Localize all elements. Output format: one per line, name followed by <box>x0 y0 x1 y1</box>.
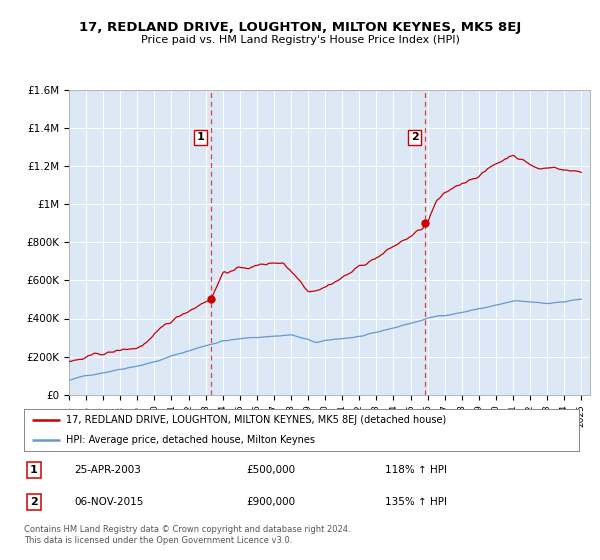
Text: 1: 1 <box>30 465 38 475</box>
Text: Price paid vs. HM Land Registry's House Price Index (HPI): Price paid vs. HM Land Registry's House … <box>140 35 460 45</box>
Text: HPI: Average price, detached house, Milton Keynes: HPI: Average price, detached house, Milt… <box>65 435 314 445</box>
Text: £900,000: £900,000 <box>246 497 295 507</box>
Text: Contains HM Land Registry data © Crown copyright and database right 2024.
This d: Contains HM Land Registry data © Crown c… <box>24 525 350 545</box>
Text: £500,000: £500,000 <box>246 465 295 475</box>
Text: 118% ↑ HPI: 118% ↑ HPI <box>385 465 447 475</box>
Text: 17, REDLAND DRIVE, LOUGHTON, MILTON KEYNES, MK5 8EJ (detached house): 17, REDLAND DRIVE, LOUGHTON, MILTON KEYN… <box>65 415 446 425</box>
Text: 1: 1 <box>197 132 205 142</box>
Text: 17, REDLAND DRIVE, LOUGHTON, MILTON KEYNES, MK5 8EJ: 17, REDLAND DRIVE, LOUGHTON, MILTON KEYN… <box>79 21 521 34</box>
Text: 2: 2 <box>411 132 418 142</box>
Text: 06-NOV-2015: 06-NOV-2015 <box>74 497 143 507</box>
Text: 135% ↑ HPI: 135% ↑ HPI <box>385 497 447 507</box>
Text: 2: 2 <box>30 497 38 507</box>
Text: 25-APR-2003: 25-APR-2003 <box>74 465 141 475</box>
